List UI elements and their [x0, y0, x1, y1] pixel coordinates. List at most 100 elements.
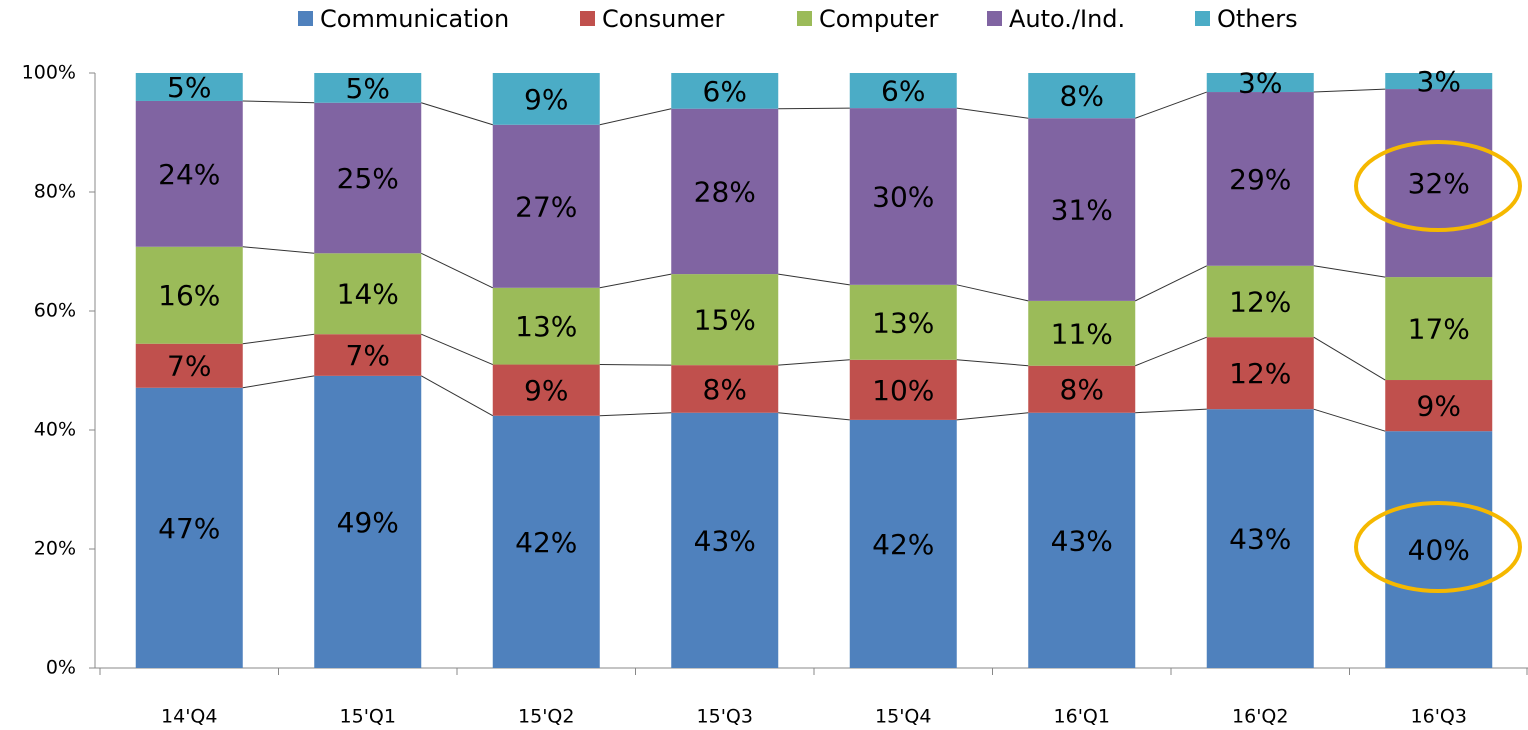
x-tick-label: 16'Q2 [1232, 706, 1288, 728]
x-tick-label: 16'Q1 [1054, 706, 1110, 728]
highlight-ellipse [1354, 501, 1522, 593]
data-label: 42% [515, 526, 577, 559]
bar-segment [1028, 73, 1136, 119]
bar-segment [314, 253, 422, 335]
bar-segment [671, 108, 779, 275]
data-label: 6% [703, 75, 747, 108]
data-label: 5% [167, 71, 211, 104]
legend-swatch [987, 11, 1002, 26]
bar-segment [1206, 73, 1314, 93]
data-label: 24% [158, 158, 220, 191]
connector-line [1135, 336, 1207, 367]
data-label: 42% [872, 528, 934, 561]
data-label: 7% [167, 350, 211, 383]
data-label: 9% [524, 374, 568, 407]
data-label: 5% [346, 72, 390, 105]
legend-label: Others [1217, 5, 1298, 33]
bar-segment [135, 343, 243, 388]
connector-line [421, 252, 493, 289]
highlight-ellipse [1354, 140, 1522, 232]
data-label: 30% [872, 180, 934, 213]
connector-line [242, 333, 315, 345]
data-label: 47% [158, 512, 220, 545]
connector-line [778, 273, 850, 286]
bar-segment [492, 415, 600, 668]
connector-line [778, 359, 850, 366]
connector-line [599, 108, 672, 126]
connector-line [1313, 408, 1386, 432]
connector-line [242, 100, 315, 104]
x-tick-label: 15'Q1 [340, 706, 396, 728]
data-label: 29% [1229, 163, 1291, 196]
connector-line [956, 359, 1029, 367]
connector-line [1313, 265, 1386, 278]
data-label: 9% [1417, 390, 1461, 423]
bar-segment [849, 359, 957, 420]
data-label: 10% [872, 374, 934, 407]
bar-segment [1385, 277, 1493, 381]
bar-segment [849, 284, 957, 360]
data-label: 25% [337, 162, 399, 195]
bar-segment [492, 287, 600, 365]
data-label: 32% [1408, 167, 1470, 200]
bar-segment [314, 375, 422, 668]
data-label: 31% [1051, 194, 1113, 227]
connector-line [242, 375, 315, 389]
y-tick-label: 60% [34, 300, 76, 322]
legend-label: Consumer [602, 5, 725, 33]
x-tick-label: 15'Q4 [875, 706, 931, 728]
bar-segment [314, 102, 422, 254]
legend-swatch [580, 11, 595, 26]
data-label: 49% [337, 506, 399, 539]
bar-segment [671, 274, 779, 366]
data-label: 13% [872, 306, 934, 339]
legend-label: Computer [819, 5, 938, 33]
connector-line [421, 333, 493, 366]
bar-segment [671, 73, 779, 109]
data-label: 3% [1417, 65, 1461, 98]
bar-segment [1028, 300, 1136, 366]
bar-segment [135, 246, 243, 344]
bar-segment [135, 73, 243, 101]
y-tick-label: 80% [34, 181, 76, 203]
connector-line [956, 107, 1029, 119]
data-label: 12% [1229, 357, 1291, 390]
y-tick-label: 20% [34, 538, 76, 560]
connector-line [599, 364, 672, 366]
bar-segment [1206, 265, 1314, 338]
x-tick-label: 14'Q4 [161, 706, 217, 728]
bar-segment [671, 412, 779, 668]
y-tick-label: 100% [22, 62, 76, 84]
legend-swatch [298, 11, 313, 26]
connector-line [599, 273, 672, 289]
data-label: 28% [694, 175, 756, 208]
data-label: 15% [694, 304, 756, 337]
connector-line [1135, 408, 1207, 414]
bar-segment [849, 108, 957, 285]
bar-segment [1206, 92, 1314, 266]
connector-line [956, 284, 1029, 302]
connector-line [421, 375, 493, 417]
connector-line [1313, 88, 1386, 93]
data-label: 6% [881, 75, 925, 108]
bar-segment [492, 73, 600, 125]
bar-segment [1028, 118, 1136, 301]
bar-segment [492, 124, 600, 288]
data-label: 43% [694, 524, 756, 557]
connector-line [778, 107, 850, 110]
bar-segment [492, 364, 600, 416]
bar-segment [1385, 380, 1493, 432]
connector-line [1313, 336, 1386, 381]
legend-swatch [797, 11, 812, 26]
bar-segment [1028, 412, 1136, 668]
bar-segment [849, 419, 957, 668]
legend-swatch [1195, 11, 1210, 26]
connector-line [599, 412, 672, 417]
bar-segment [314, 334, 422, 376]
data-label: 3% [1238, 67, 1282, 100]
bar-segment [849, 73, 957, 109]
data-label: 8% [703, 373, 747, 406]
x-tick-label: 15'Q2 [518, 706, 574, 728]
bar-segment [1385, 431, 1493, 668]
